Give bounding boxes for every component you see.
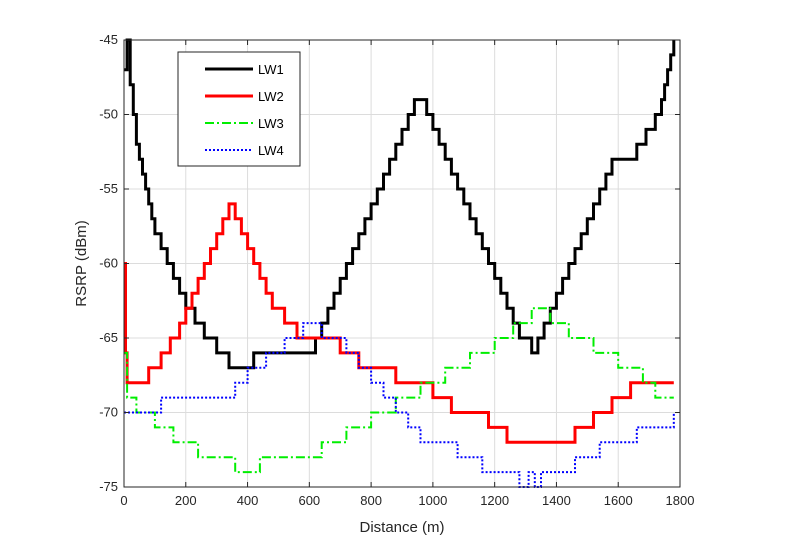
y-tick-label: -65: [99, 330, 118, 345]
y-tick-label: -75: [99, 479, 118, 494]
x-tick-label: 1600: [604, 493, 633, 508]
legend-label-lw4: LW4: [258, 143, 284, 158]
legend-label-lw1: LW1: [258, 62, 284, 77]
legend-label-lw2: LW2: [258, 89, 284, 104]
x-tick-label: 1800: [666, 493, 695, 508]
y-axis-label: RSRP (dBm): [73, 220, 90, 306]
y-tick-label: -60: [99, 256, 118, 271]
series-lines: [124, 38, 676, 488]
x-tick-label: 400: [237, 493, 259, 508]
y-tick-label: -50: [99, 107, 118, 122]
y-tick-label: -45: [99, 32, 118, 47]
x-tick-label: 200: [175, 493, 197, 508]
x-tick-label: 1000: [418, 493, 447, 508]
series-line-lw1: [124, 38, 676, 370]
x-tick-label: 600: [298, 493, 320, 508]
legend: LW1 LW2 LW3 LW4: [177, 51, 301, 167]
series-line-lw3: [124, 307, 674, 474]
x-tick-label: 1200: [480, 493, 509, 508]
legend-items: LW1 LW2 LW3 LW4: [205, 62, 284, 158]
series-line-lw2: [124, 202, 674, 444]
x-axis-label: Distance (m): [359, 519, 444, 536]
x-tick-label: 800: [360, 493, 382, 508]
axis-ticks: 0 200 400 600 800 1000 1200 1400 1600 1800 -75 -70 -…: [99, 32, 694, 508]
y-tick-label: -55: [99, 181, 118, 196]
y-tick-label: -70: [99, 405, 118, 420]
x-tick-label: 1400: [542, 493, 571, 508]
legend-label-lw3: LW3: [258, 116, 284, 131]
legend-box: [177, 51, 301, 167]
series-line-lw4: [124, 322, 675, 488]
x-tick-label: 0: [120, 493, 127, 508]
